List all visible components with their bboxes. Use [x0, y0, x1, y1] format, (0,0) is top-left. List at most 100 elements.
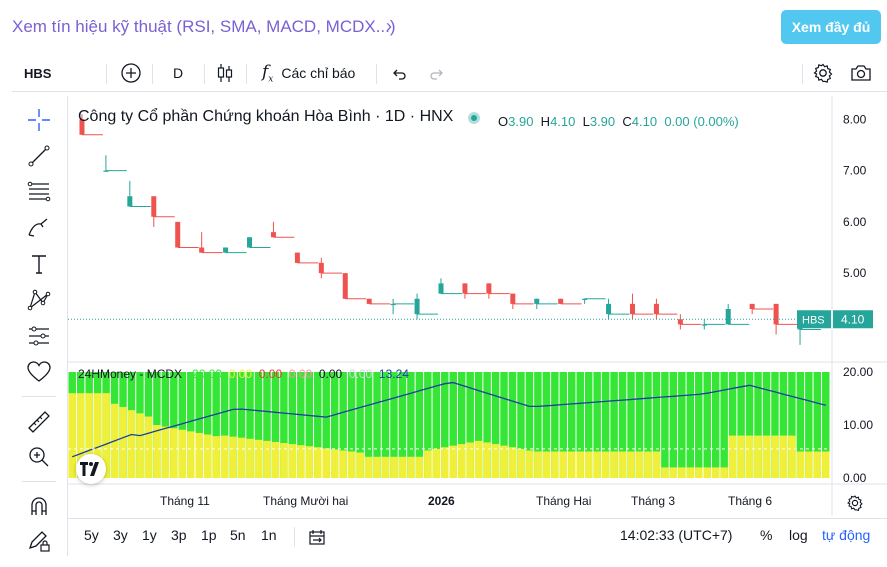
mcdx-yellow-bar [635, 451, 644, 478]
favorites-tool[interactable] [24, 357, 54, 387]
mcdx-value-3: 0.00 [258, 367, 283, 381]
lock-drawings-tool[interactable] [24, 526, 54, 556]
magnet-icon [31, 497, 47, 515]
settings-button[interactable] [812, 56, 834, 90]
prediction-tool[interactable] [24, 321, 54, 351]
percent-toggle[interactable]: % [760, 527, 773, 543]
signal-bar: Xem tín hiệu kỹ thuật (RSI, SMA, MACD, M… [0, 0, 887, 56]
goto-date-button[interactable] [308, 528, 326, 551]
mcdx-yellow-bar [559, 451, 568, 478]
close-label: C [622, 114, 632, 129]
mcdx-yellow-bar [314, 447, 322, 478]
tradingview-logo[interactable] [76, 454, 106, 484]
candle-body [318, 262, 324, 274]
view-full-button[interactable]: Xem đầy đủ [781, 10, 881, 44]
pencil-lock-icon [28, 531, 50, 552]
time-axis-label: Tháng Mười hai [263, 494, 348, 508]
symbol-search-button[interactable]: HBS [24, 65, 52, 81]
mcdx-yellow-bar [237, 437, 246, 478]
brush-tool[interactable] [24, 213, 54, 243]
range-1d[interactable]: 1n [261, 527, 277, 543]
function-icon: fx [262, 61, 274, 85]
low-label: L [582, 114, 590, 129]
mcdx-green-bar [466, 372, 474, 478]
range-3y[interactable]: 3y [113, 527, 128, 543]
mcdx-yellow-bar [474, 440, 483, 478]
price-tag-bg [833, 310, 873, 329]
interval-button[interactable]: D [173, 65, 184, 81]
mcdx-yellow-bar [796, 451, 805, 478]
mcdx-yellow-bar [271, 441, 280, 478]
chevron-right-icon: › [386, 16, 392, 36]
mcdx-yellow-bar [381, 456, 390, 478]
zoom-in-icon [29, 447, 49, 467]
mcdx-green-bar [686, 372, 695, 478]
mcdx-yellow-bar [525, 450, 534, 478]
zoom-tool[interactable] [24, 442, 54, 472]
technical-signals-link[interactable]: Xem tín hiệu kỹ thuật (RSI, SMA, MACD, M… [12, 17, 396, 36]
candle-body [390, 303, 396, 306]
mcdx-yellow-bar [398, 456, 407, 478]
indicators-button[interactable]: fx Các chỉ báo [262, 56, 355, 90]
mcdx-green-bar [517, 372, 525, 478]
mcdx-green-bar [762, 372, 771, 478]
mcdx-green-bar [610, 372, 618, 478]
clock-timezone[interactable]: 14:02:33 (UTC+7) [620, 527, 733, 543]
mcdx-green-bar [771, 372, 779, 478]
range-3m[interactable]: 3p [171, 527, 187, 543]
mcdx-green-bar [254, 372, 263, 478]
time-axis-label: Tháng 11 [160, 494, 210, 508]
log-toggle[interactable]: log [789, 527, 808, 543]
mcdx-value-5: 0.00 [318, 367, 343, 381]
chart-area[interactable]: 8.00 7.00 6.00 5.00 20.00 10.00 0.00 HBS 4.10 Thá… [68, 96, 887, 516]
mcdx-green-bar [661, 372, 669, 478]
mcdx-green-bar [474, 372, 483, 478]
range-1y[interactable]: 1y [142, 527, 157, 543]
range-5d[interactable]: 5n [230, 527, 246, 543]
magnet-tool[interactable] [24, 491, 54, 521]
ruler-tool[interactable] [24, 407, 54, 437]
mcdx-green-bar [728, 372, 737, 478]
indicators-label: Các chỉ báo [281, 65, 356, 81]
range-5y[interactable]: 5y [84, 527, 99, 543]
market-status-dot[interactable] [466, 110, 482, 131]
mcdx-green-bar [356, 372, 364, 478]
axis-settings-button[interactable] [846, 494, 864, 517]
mcdx-green-bar [170, 372, 178, 478]
undo-button[interactable] [390, 56, 408, 90]
auto-scale-toggle[interactable]: tự động [822, 527, 871, 543]
pattern-icon [27, 289, 51, 311]
chart-type-button[interactable] [215, 56, 235, 90]
chart-canvas[interactable]: 8.00 7.00 6.00 5.00 20.00 10.00 0.00 HBS 4.10 Thá… [68, 96, 887, 516]
compare-symbol-button[interactable] [120, 56, 142, 90]
text-tool[interactable] [24, 249, 54, 279]
candle-body [414, 298, 420, 315]
mcdx-yellow-bar [466, 442, 474, 478]
fib-tool[interactable] [24, 176, 54, 206]
mcdx-green-bar [678, 372, 686, 478]
trend-line-tool[interactable] [24, 141, 54, 171]
mcdx-green-bar [483, 372, 491, 478]
mcdx-yellow-bar [322, 448, 330, 478]
crosshair-tool[interactable] [24, 105, 54, 135]
mcdx-yellow-bar [297, 445, 305, 478]
screenshot-button[interactable] [849, 56, 873, 90]
text-icon [32, 255, 46, 274]
mcdx-yellow-bar [373, 456, 381, 478]
mcdx-green-bar [263, 372, 271, 478]
price-axis-label: 8.00 [843, 112, 867, 126]
mcdx-green-bar [297, 372, 305, 478]
mcdx-green-bar [280, 372, 288, 478]
range-1m[interactable]: 1p [201, 527, 217, 543]
mcdx-green-bar [339, 372, 347, 478]
mcdx-yellow-bar [720, 467, 728, 478]
status-dot-icon [468, 112, 480, 124]
mcdx-yellow-bar [203, 434, 212, 478]
pattern-tool[interactable] [24, 285, 54, 315]
mcdx-yellow-bar [771, 435, 779, 478]
mcdx-yellow-bar [508, 447, 517, 478]
mcdx-yellow-bar [500, 445, 508, 478]
mcdx-green-bar [576, 372, 584, 478]
redo-button[interactable] [428, 56, 446, 90]
mcdx-green-bar [525, 372, 534, 478]
